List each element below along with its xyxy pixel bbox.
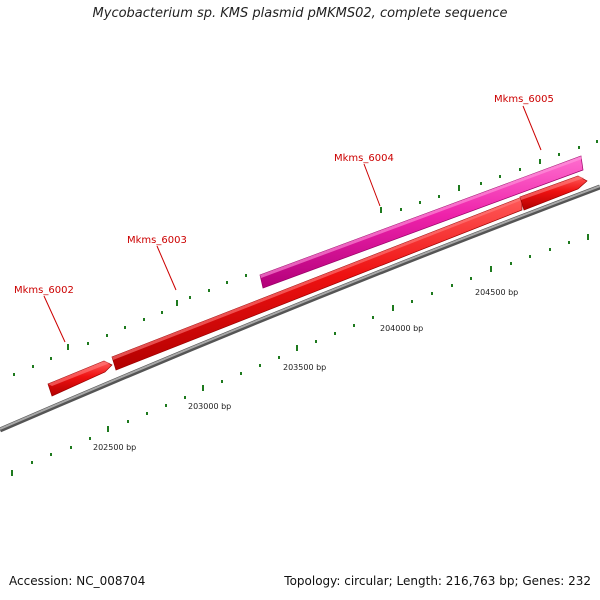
map-title: Mycobacterium sp. KMS plasmid pMKMS02, c… xyxy=(92,6,508,21)
gene-label: Mkms_6002 xyxy=(14,285,74,296)
gene-mkms-6002[interactable] xyxy=(47,360,113,397)
scale-label: 204500 bp xyxy=(475,288,518,297)
scale-label: 203000 bp xyxy=(188,402,231,411)
gene-mkms-6003[interactable] xyxy=(111,196,523,371)
summary-text: Topology: circular; Length: 216,763 bp; … xyxy=(284,574,591,588)
scale-label: 202500 bp xyxy=(93,443,136,452)
gene-label: Mkms_6003 xyxy=(127,235,187,246)
scale-label: 203500 bp xyxy=(283,363,326,372)
scale-label: 204000 bp xyxy=(380,324,423,333)
outer-tick-row xyxy=(13,140,598,376)
gene-label: Mkms_6005 xyxy=(494,94,554,105)
gene-label: Mkms_6004 xyxy=(334,153,394,164)
gene-mkms-6005[interactable] xyxy=(519,175,588,211)
accession-text: Accession: NC_008704 xyxy=(9,574,146,588)
backbone-arc xyxy=(0,184,600,433)
label-leader-lines xyxy=(43,105,542,343)
gene-mkms-6004[interactable] xyxy=(259,155,584,289)
inner-tick-row xyxy=(11,234,589,476)
